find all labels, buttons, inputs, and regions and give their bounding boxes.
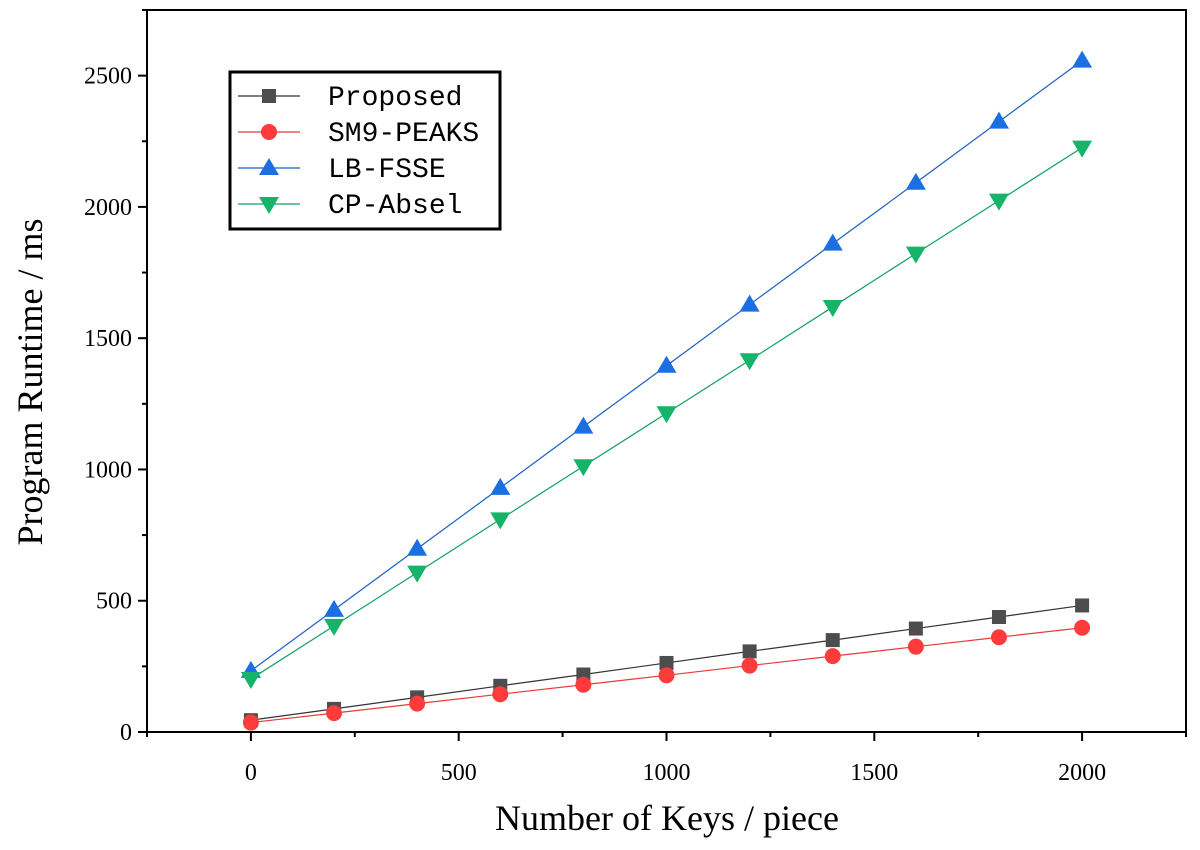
data-point xyxy=(324,599,345,617)
data-point xyxy=(573,416,594,434)
x-axis-title: Number of Keys / piece xyxy=(495,798,839,838)
data-point xyxy=(242,714,259,731)
y-axis-title: Program Runtime / ms xyxy=(10,219,50,546)
data-point xyxy=(656,406,677,424)
y-tick-label: 1000 xyxy=(84,457,132,483)
data-point xyxy=(908,621,923,636)
data-point xyxy=(573,459,594,477)
data-point xyxy=(409,695,426,712)
axes: 0 500 1000 1500 2000 0 500 1000 1500 2000 2500 xyxy=(84,9,1187,786)
data-point xyxy=(240,671,261,689)
data-point xyxy=(825,633,840,648)
series-lb-fsse xyxy=(240,50,1093,678)
legend-item: CP-Absel xyxy=(238,191,462,222)
plot-area xyxy=(240,50,1093,731)
legend-marker xyxy=(261,124,277,140)
data-point xyxy=(1074,619,1091,636)
data-point xyxy=(490,477,511,495)
y-tick-label: 2000 xyxy=(84,195,132,221)
legend: Proposed SM9-PEAKS LB-FSSE CP-Absel xyxy=(228,70,502,231)
legend-item: Proposed xyxy=(238,83,462,114)
data-point xyxy=(824,648,841,665)
legend-marker xyxy=(262,89,276,103)
data-point xyxy=(407,538,428,556)
y-tick-label: 1500 xyxy=(84,326,132,352)
legend-item: LB-FSSE xyxy=(238,155,446,186)
x-tick-label: 1000 xyxy=(643,760,691,786)
data-point xyxy=(907,638,924,655)
data-point xyxy=(991,610,1006,625)
legend-label: Proposed xyxy=(328,83,462,114)
data-point xyxy=(905,246,926,264)
legend-label: SM9-PEAKS xyxy=(328,119,479,150)
legend-marker xyxy=(259,197,279,214)
x-tick-label: 1500 xyxy=(850,760,898,786)
series-cp-absel xyxy=(240,140,1093,689)
data-point xyxy=(905,172,926,190)
data-point xyxy=(988,193,1009,211)
data-point xyxy=(822,233,843,251)
data-point xyxy=(326,705,343,722)
legend-label: CP-Absel xyxy=(328,191,462,222)
series-sm9-peaks xyxy=(242,619,1091,731)
data-point xyxy=(659,655,674,670)
data-point xyxy=(988,111,1009,129)
series-proposed xyxy=(243,598,1090,728)
legend-item: SM9-PEAKS xyxy=(238,119,479,150)
data-point xyxy=(492,686,509,703)
x-tick-label: 2000 xyxy=(1058,760,1106,786)
data-point xyxy=(739,353,760,371)
x-tick-label: 500 xyxy=(441,760,477,786)
data-point xyxy=(490,512,511,530)
data-point xyxy=(742,644,757,659)
data-point xyxy=(1075,598,1090,613)
data-point xyxy=(656,355,677,373)
x-tick-label: 0 xyxy=(245,760,257,786)
y-tick-label: 500 xyxy=(96,589,132,615)
y-tick-label: 2500 xyxy=(84,64,132,90)
data-point xyxy=(822,299,843,317)
data-point xyxy=(1072,50,1093,68)
data-point xyxy=(575,676,592,693)
data-point xyxy=(741,657,758,674)
data-point xyxy=(658,667,675,684)
data-point xyxy=(324,618,345,636)
legend-label: LB-FSSE xyxy=(328,155,446,186)
data-point xyxy=(1072,140,1093,158)
data-point xyxy=(407,565,428,583)
y-tick-label: 0 xyxy=(120,720,132,746)
data-point xyxy=(990,629,1007,646)
legend-marker xyxy=(259,158,279,175)
data-point xyxy=(739,294,760,312)
